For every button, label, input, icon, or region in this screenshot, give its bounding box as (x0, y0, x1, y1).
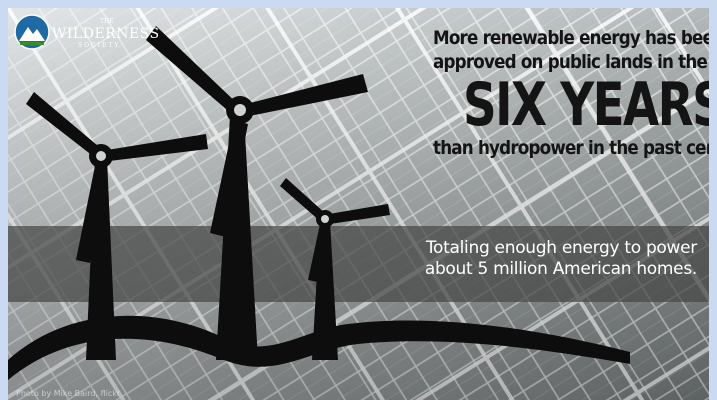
logo-suffix: SOCIETY (78, 42, 121, 49)
mountain-logo-icon (14, 14, 50, 50)
wind-turbine-icon (146, 26, 368, 360)
infographic: THE WILDERNESS SOCIETY More renewable en… (8, 8, 709, 400)
wind-turbines-illustration (8, 26, 630, 380)
headline-line-2: approved on public lands in the past (433, 51, 709, 73)
caption: Totaling enough energy to power about 5 … (357, 238, 697, 280)
headline-line-3: than hydropower in the past century. (433, 137, 709, 159)
headline-line-1: More renewable energy has been (433, 27, 709, 49)
logo-name: WILDERNESS (52, 26, 160, 42)
caption-line-1: Totaling enough energy to power (425, 238, 697, 258)
photo-credit: Photo by Mike Baird, flickr (16, 389, 121, 398)
headline-highlight: SIX YEARS (463, 70, 709, 140)
caption-band (8, 226, 709, 302)
wind-turbine-icon (280, 178, 390, 360)
headline: More renewable energy has been approved … (397, 26, 709, 160)
water-waves-icon (8, 315, 630, 380)
logo-prefix: THE (100, 18, 114, 25)
wind-turbine-icon (26, 92, 208, 360)
caption-line-2: about 5 million American homes. (424, 259, 697, 279)
wilderness-society-logo: THE WILDERNESS SOCIETY (14, 14, 159, 54)
